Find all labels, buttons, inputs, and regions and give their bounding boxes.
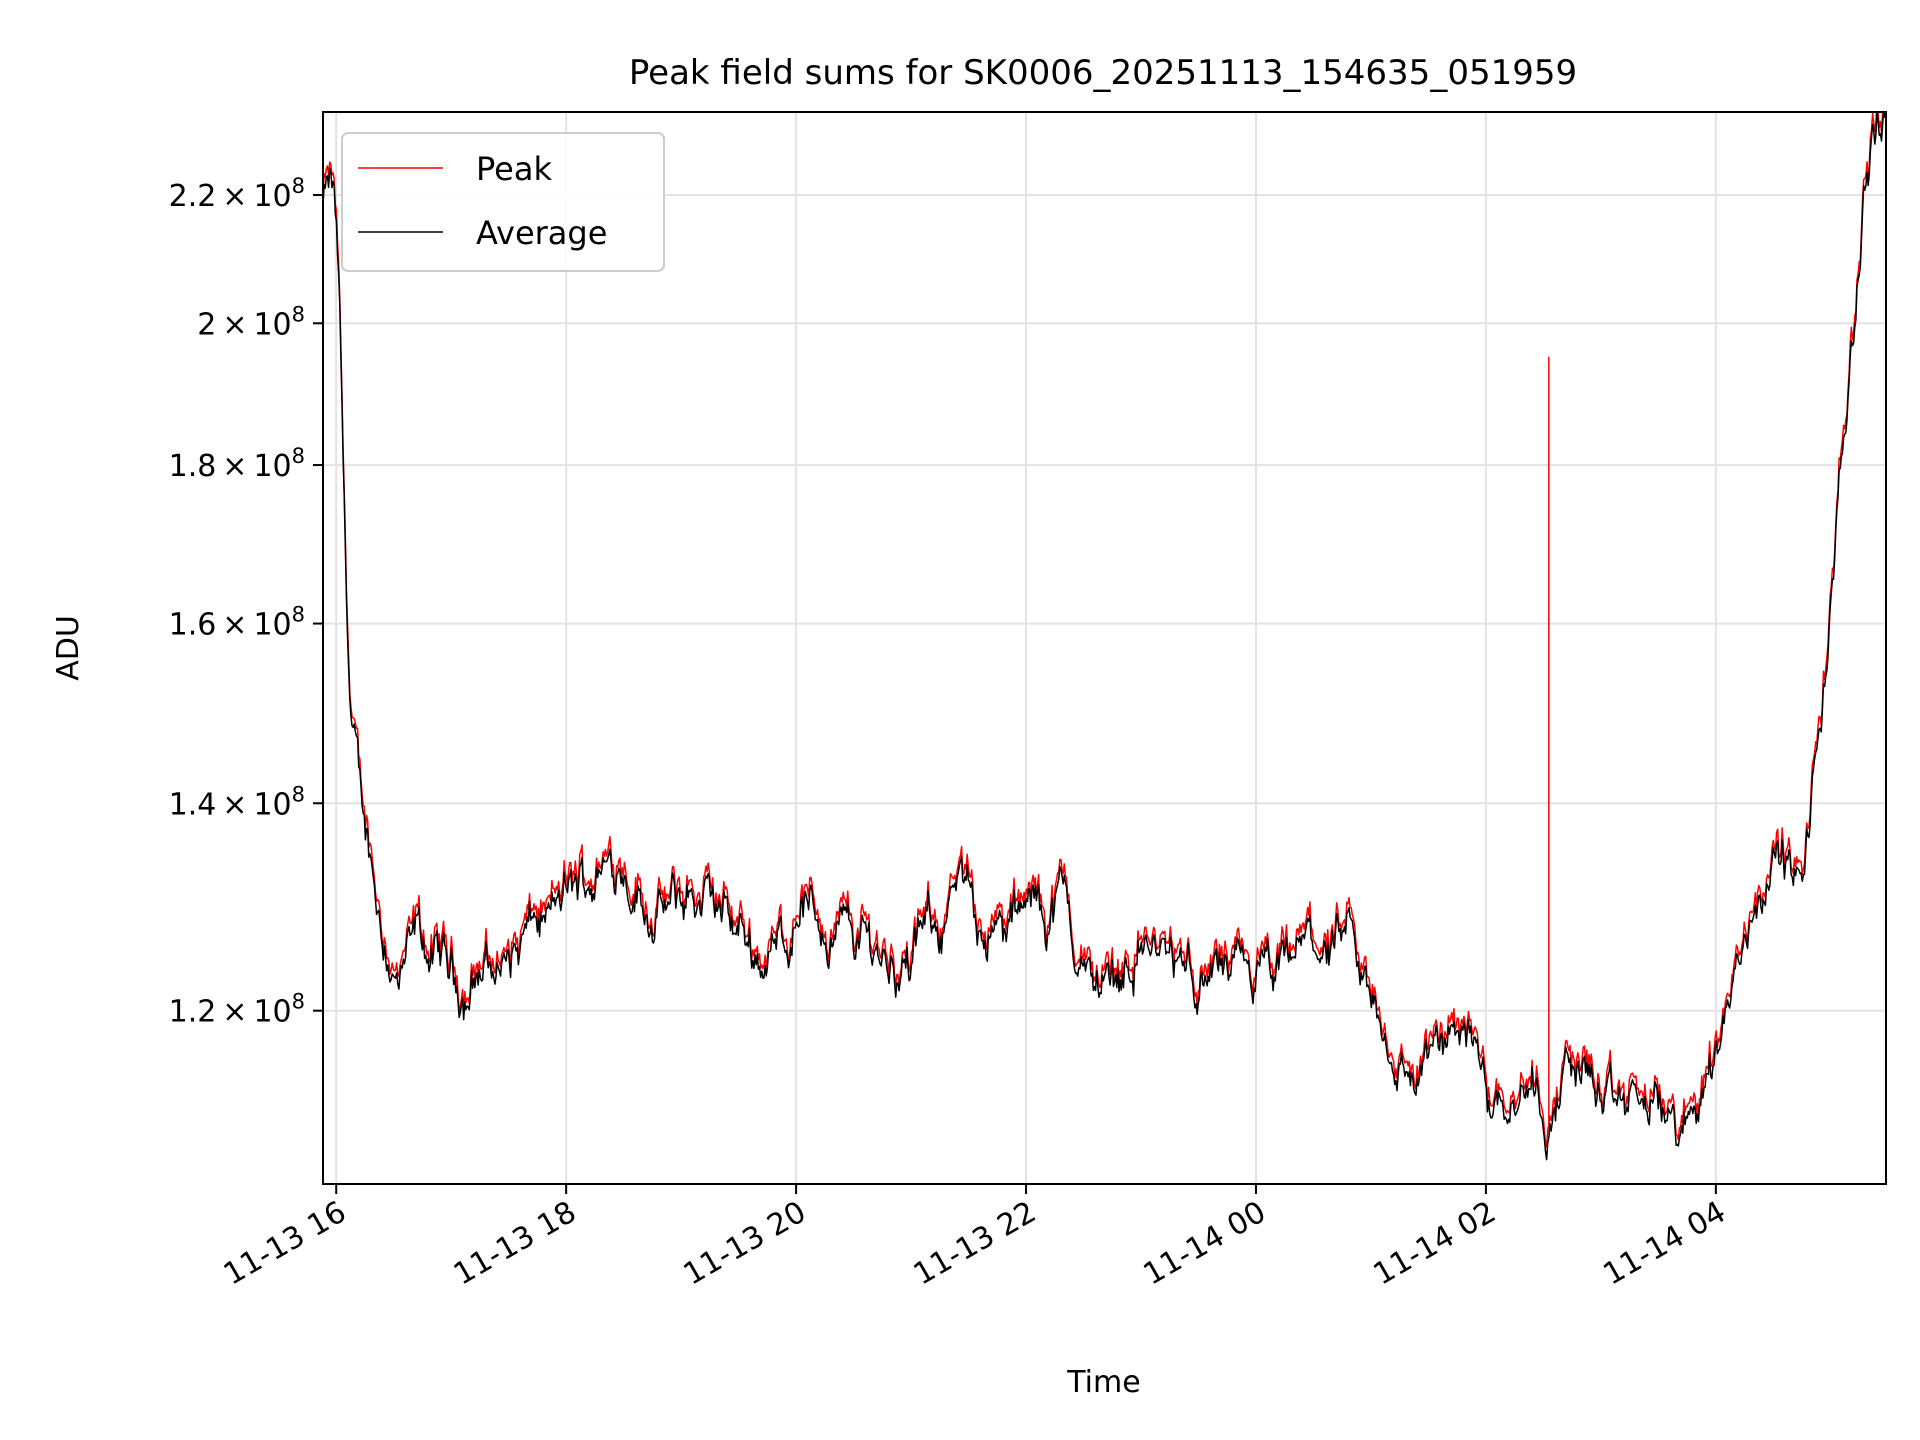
y-tick-label: 1.6 × 108 <box>169 603 305 643</box>
series-average-line <box>323 112 1886 1161</box>
legend-peak-label: Peak <box>476 150 552 188</box>
grid <box>323 112 1886 1184</box>
legend: Peak Average <box>341 132 665 272</box>
y-tick-label: 1.2 × 108 <box>169 990 305 1030</box>
chart-title: Peak field sums for SK0006_20251113_1546… <box>629 53 1577 93</box>
y-tick-label: 2.2 × 108 <box>169 174 305 214</box>
legend-average-label: Average <box>476 214 607 252</box>
x-axis-label: Time <box>1066 1365 1140 1400</box>
plot-frame <box>322 111 1887 1185</box>
y-axis: 1.2 × 108 1.4 × 108 1.6 × 108 1.8 × 108 2 × … <box>169 174 323 1030</box>
y-tick-label: 2 × 108 <box>197 302 305 342</box>
y-tick-label: 1.4 × 108 <box>169 782 305 822</box>
series-layer <box>323 112 1886 1161</box>
y-tick-label: 1.8 × 108 <box>169 444 305 484</box>
y-axis-label: ADU <box>51 615 86 681</box>
